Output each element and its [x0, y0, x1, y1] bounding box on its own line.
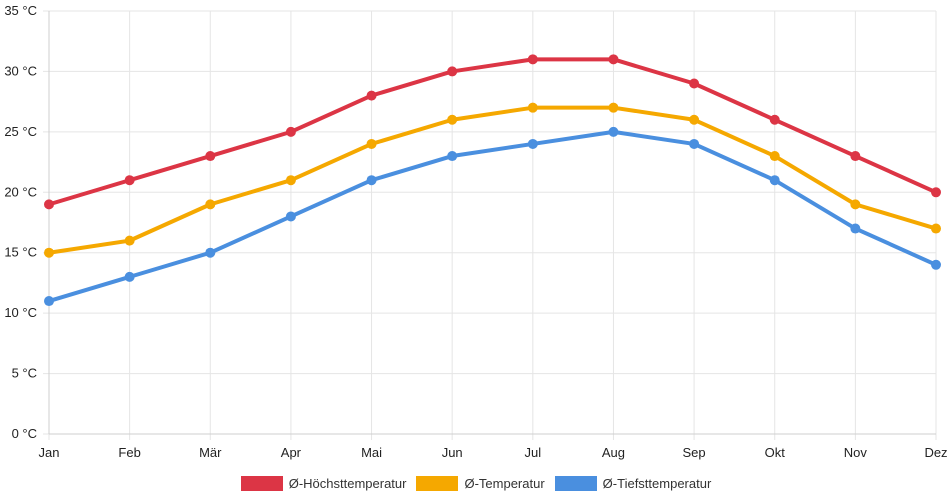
series-1-point	[447, 114, 458, 125]
series-0-point	[44, 199, 54, 210]
series-1-point	[124, 235, 135, 246]
x-tick-label: Mär	[199, 445, 222, 460]
series-1-point	[850, 199, 861, 210]
series-2-point	[447, 151, 458, 162]
y-tick-label: 0 °C	[12, 426, 37, 441]
series-2-point	[44, 296, 54, 307]
legend-swatch-mean	[416, 475, 459, 491]
series-0-point	[366, 90, 377, 101]
series-line-0	[47, 57, 938, 207]
series-2-point	[769, 175, 780, 186]
series-2-point	[124, 271, 135, 282]
series-0-point	[447, 66, 458, 77]
series-0-point	[285, 126, 296, 137]
x-tick-label: Feb	[118, 445, 140, 460]
series-line-2	[47, 129, 938, 304]
series-0-point	[608, 54, 619, 65]
series-2-point	[931, 259, 941, 270]
y-tick-label: 30 °C	[4, 63, 37, 78]
x-tick-label: Apr	[281, 445, 302, 460]
series-0-point	[769, 114, 780, 125]
legend-label-mean: Ø-Temperatur	[464, 475, 545, 491]
series-1-point	[285, 175, 296, 186]
series-1-point	[366, 138, 377, 149]
x-tick-label: Okt	[765, 445, 786, 460]
series-2-point	[850, 223, 861, 234]
series-2-point	[285, 211, 296, 222]
series-0-point	[124, 175, 135, 186]
series-2-point	[527, 138, 538, 149]
legend-swatch-low	[554, 475, 597, 491]
series-0-point	[850, 151, 861, 162]
legend-item-low[interactable]: Ø-Tiefsttemperatur	[554, 475, 712, 491]
legend-label-high: Ø-Höchsttemperatur	[288, 475, 407, 491]
legend-label-low: Ø-Tiefsttemperatur	[602, 475, 712, 491]
series-1-point	[44, 247, 54, 258]
series-1-point	[205, 199, 216, 210]
chart-legend: Ø-Höchsttemperatur Ø-Temperatur Ø-Tiefst…	[0, 472, 952, 494]
x-tick-label: Aug	[602, 445, 625, 460]
y-tick-label: 5 °C	[12, 366, 37, 381]
series-2-point	[608, 126, 619, 137]
x-tick-label: Jun	[442, 445, 463, 460]
x-tick-label: Sep	[683, 445, 706, 460]
series-0-point	[931, 187, 941, 198]
legend-swatch-high	[240, 475, 283, 491]
series-1-point	[608, 102, 619, 113]
series-2-point	[205, 247, 216, 258]
series-1-point	[689, 114, 700, 125]
x-tick-label: Dez	[924, 445, 947, 460]
y-tick-label: 35 °C	[4, 3, 37, 18]
x-tick-label: Mai	[361, 445, 382, 460]
series-1-point	[527, 102, 538, 113]
y-tick-label: 20 °C	[4, 184, 37, 199]
series-0-point	[527, 54, 538, 65]
series-2-point	[689, 138, 700, 149]
y-tick-label: 10 °C	[4, 305, 37, 320]
y-tick-label: 15 °C	[4, 245, 37, 260]
series-2-point	[366, 175, 377, 186]
series-0-point	[205, 151, 216, 162]
series-0-point	[689, 78, 700, 89]
series-line-1	[47, 105, 938, 255]
series-1-point	[769, 151, 780, 162]
x-tick-label: Jul	[525, 445, 542, 460]
legend-item-mean[interactable]: Ø-Temperatur	[416, 475, 545, 491]
x-tick-label: Jan	[39, 445, 60, 460]
x-tick-label: Nov	[844, 445, 868, 460]
legend-item-high[interactable]: Ø-Höchsttemperatur	[240, 475, 407, 491]
y-tick-label: 25 °C	[4, 124, 37, 139]
series-1-point	[931, 223, 941, 234]
